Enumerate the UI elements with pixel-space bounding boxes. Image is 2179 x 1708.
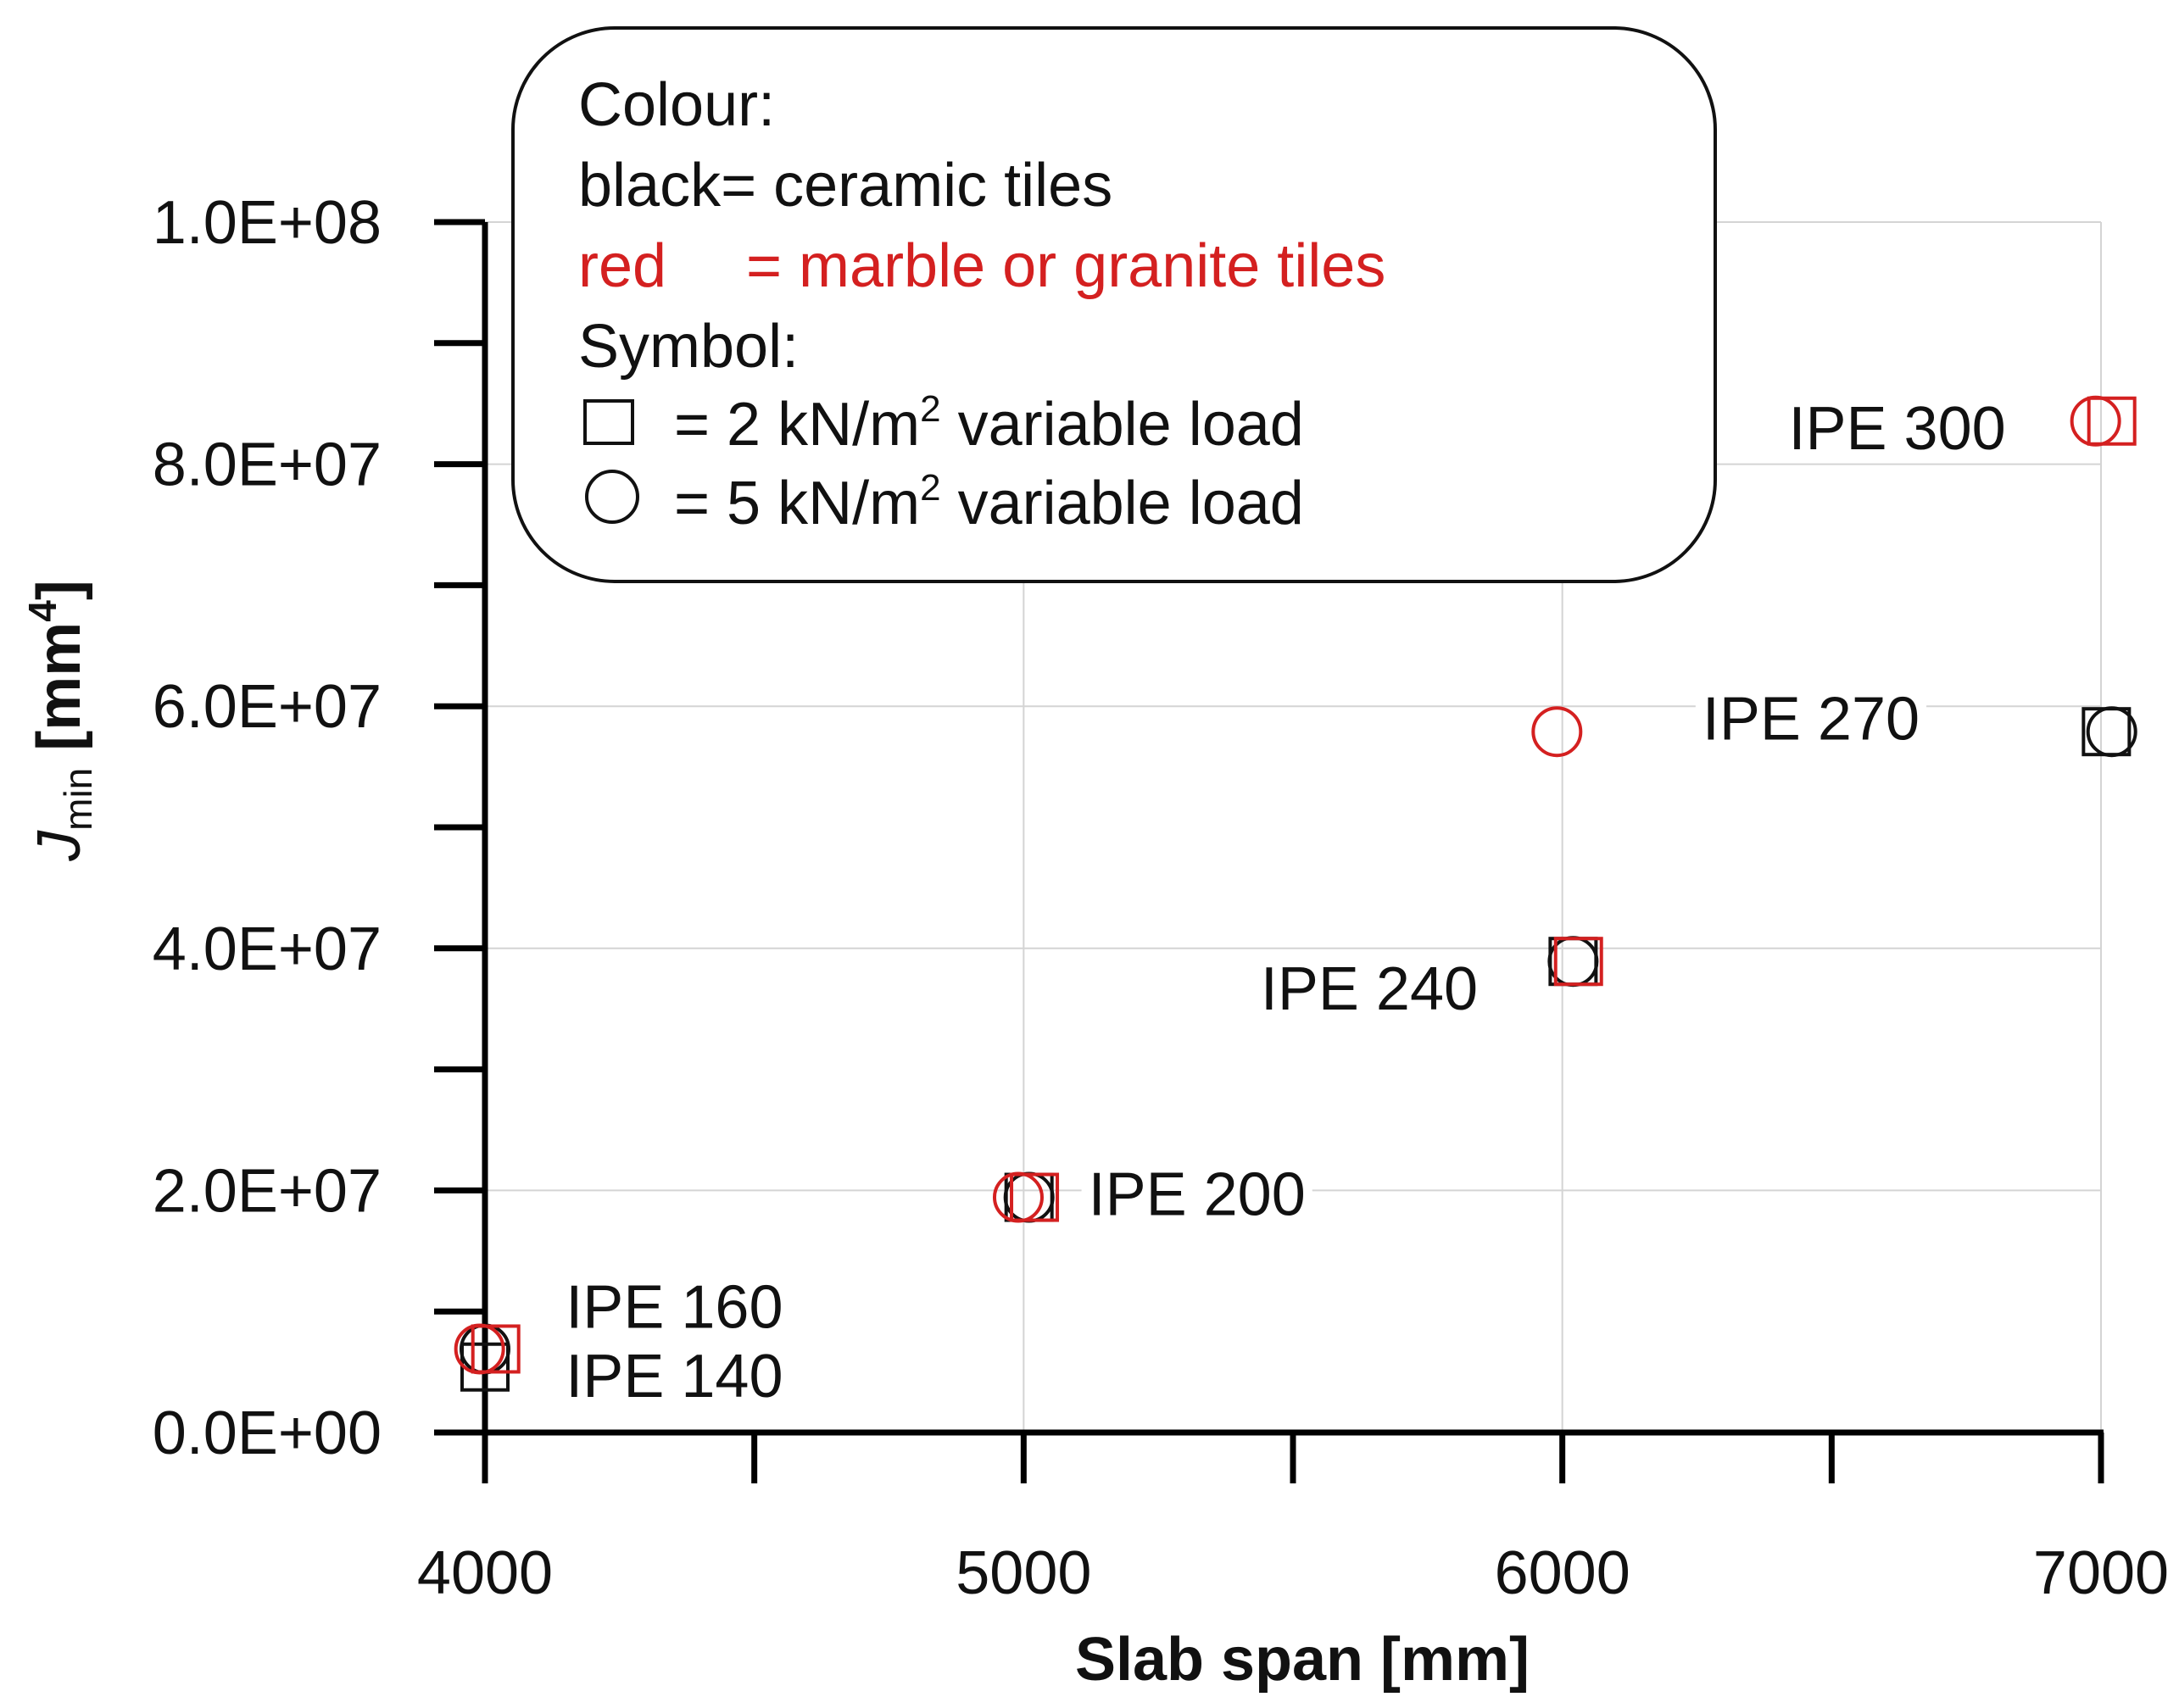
legend: Colour: black= ceramic tiles red = marbl… <box>511 26 1717 583</box>
y-tick-label: 0.0E+00 <box>153 1399 382 1467</box>
circle-marker <box>2086 706 2137 758</box>
section-label: IPE 160 <box>566 1273 783 1341</box>
square-marker <box>2087 396 2137 446</box>
y-axis-subscript: min <box>56 768 100 831</box>
legend-square-sup: 2 <box>920 388 940 430</box>
legend-box <box>511 26 1717 583</box>
legend-square-suffix: variable load <box>941 391 1304 459</box>
section-label: IPE 200 <box>1089 1161 1306 1229</box>
x-tick-label: 6000 <box>1495 1539 1630 1607</box>
x-tick-label: 5000 <box>956 1539 1091 1607</box>
square-marker <box>471 1324 521 1374</box>
legend-symbol-heading: Symbol: <box>578 313 799 381</box>
circle-marker <box>992 1171 1044 1223</box>
legend-circle-icon <box>585 470 639 524</box>
y-axis-symbol: J <box>25 830 93 862</box>
y-axis-unit: [mm <box>25 622 93 768</box>
legend-square-icon <box>583 399 634 445</box>
x-axis-title: Slab span [mm] <box>1075 1626 1530 1694</box>
x-tick-label: 4000 <box>417 1539 553 1607</box>
section-label-backing <box>1253 954 1485 1023</box>
circle-marker <box>1531 706 1583 758</box>
square-marker <box>2081 707 2132 757</box>
legend-square-entry: = 2 kN/m2 variable load <box>674 388 1304 459</box>
ticks: 0.0E+00 2.0E+07 4.0E+07 6.0E+07 8.0E+07 1.0E+… <box>153 189 2169 1607</box>
legend-black-entry: black= ceramic tiles <box>578 152 1112 220</box>
legend-circle-entry: = 5 kN/m2 variable load <box>674 467 1304 537</box>
markers <box>454 395 2137 1392</box>
legend-circle-suffix: variable load <box>941 470 1304 537</box>
y-tick-label: 2.0E+07 <box>153 1157 382 1225</box>
y-axis-unit-sup: 4 <box>20 600 64 622</box>
circle-marker <box>2070 395 2121 447</box>
section-label: IPE 300 <box>1789 395 2006 463</box>
y-tick-label: 4.0E+07 <box>153 915 382 983</box>
legend-colour-heading: Colour: <box>578 71 775 139</box>
section-label-backing <box>1081 1160 1312 1229</box>
y-tick-label: 1.0E+08 <box>153 189 382 257</box>
x-tick-label: 7000 <box>2033 1539 2169 1607</box>
section-label: IPE 240 <box>1261 955 1478 1023</box>
square-marker <box>1010 1172 1060 1222</box>
section-label-backing <box>1781 394 2013 463</box>
legend-circle-text: = 5 kN/m <box>674 470 920 537</box>
section-label-backing <box>559 1342 790 1410</box>
square-marker <box>1553 937 1603 987</box>
legend-red-entry: = marble or granite tiles <box>746 232 1385 300</box>
legend-square-text: = 2 kN/m <box>674 391 920 459</box>
section-label: IPE 270 <box>1703 685 1920 753</box>
y-axis-title: Jmin [mm4] <box>20 580 100 862</box>
section-label-backing <box>1695 685 1927 754</box>
section-label-backing <box>559 1273 790 1342</box>
legend-circle-sup: 2 <box>920 467 940 509</box>
y-tick-label: 8.0E+07 <box>153 431 382 499</box>
section-label: IPE 140 <box>566 1343 783 1410</box>
y-axis-unit-close: ] <box>25 580 93 600</box>
circle-marker <box>454 1323 505 1375</box>
y-tick-label: 6.0E+07 <box>153 673 382 741</box>
legend-red-label: red <box>578 232 666 300</box>
